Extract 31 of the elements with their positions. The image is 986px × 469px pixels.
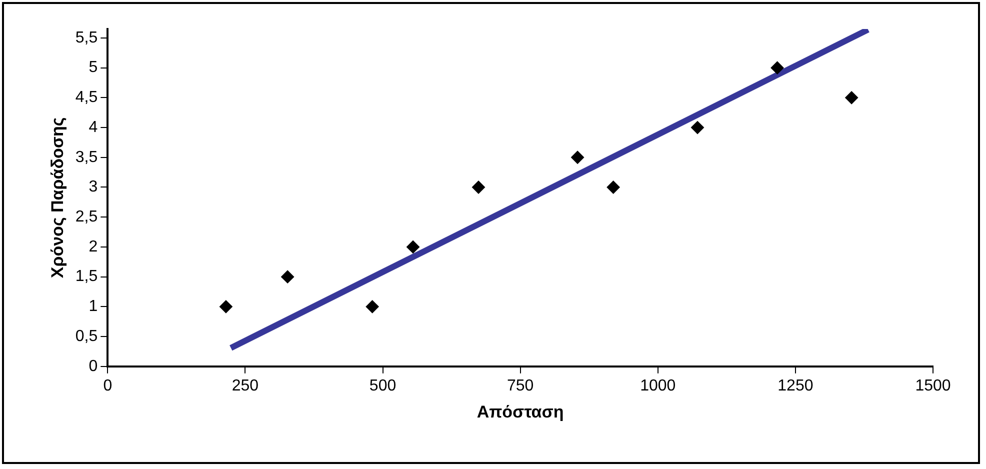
y-tick-label: 2 xyxy=(88,238,98,256)
y-tick-label: 4,5 xyxy=(75,89,98,106)
y-tick-label: 1 xyxy=(88,298,98,316)
y-axis-title: Χρόνος Παράδοσης xyxy=(48,117,67,278)
point xyxy=(606,180,620,194)
y-tick-label: 0,5 xyxy=(75,328,98,345)
point xyxy=(571,150,584,164)
y-tick-label: 1,5 xyxy=(75,268,98,286)
point xyxy=(845,91,858,104)
y-tick-label: 5 xyxy=(88,59,98,76)
point xyxy=(366,300,379,314)
x-tick-label: 750 xyxy=(506,377,534,394)
point xyxy=(770,61,784,74)
y-tick-label: 3,5 xyxy=(75,148,98,166)
x-tick-label: 1000 xyxy=(640,377,676,394)
y-tick-label: 5,5 xyxy=(75,29,98,46)
x-tick-label: 250 xyxy=(232,377,259,394)
y-tick-label: 2,5 xyxy=(75,208,98,226)
x-tick-label: 1500 xyxy=(915,377,951,394)
x-tick-label: 1250 xyxy=(778,377,814,394)
point xyxy=(281,270,294,284)
point xyxy=(219,300,232,314)
x-tick-label: 0 xyxy=(103,377,112,394)
x-tick-label: 500 xyxy=(369,377,396,394)
y-tick-label: 0 xyxy=(88,358,98,375)
y-tick-label: 3 xyxy=(88,178,98,196)
point xyxy=(691,121,704,134)
point xyxy=(406,240,420,254)
x-axis-title: Απόσταση xyxy=(476,402,564,422)
point xyxy=(472,180,486,194)
y-tick-label: 4 xyxy=(88,118,98,136)
